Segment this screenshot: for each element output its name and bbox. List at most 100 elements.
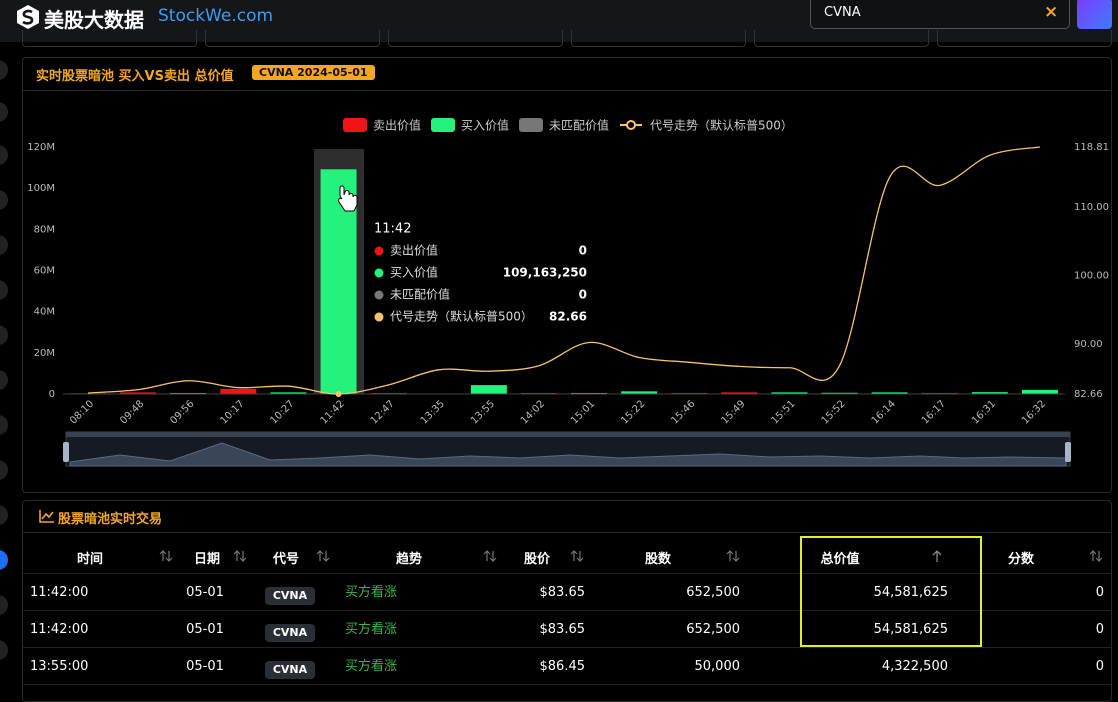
x-tick-label: 11:42 [319, 398, 347, 426]
search-box[interactable] [810, 0, 1070, 29]
x-tick-label: 09:56 [168, 398, 196, 426]
zoom-preview [69, 442, 1067, 467]
nav-icon[interactable] [0, 505, 8, 525]
sort-icon[interactable] [570, 549, 584, 563]
bar [771, 392, 808, 394]
x-tick-label: 16:32 [1020, 398, 1048, 426]
table-icon [39, 510, 54, 523]
divider [23, 532, 1111, 533]
column-header[interactable]: 股数 [644, 552, 671, 567]
sort-icon[interactable] [316, 549, 330, 563]
legend-swatch [431, 118, 455, 132]
ticker-badge[interactable]: CVNA [264, 587, 316, 605]
search-text[interactable]: CVNA [824, 5, 861, 20]
x-tick-label: 10:27 [269, 398, 297, 426]
x-tick-label: 09:48 [118, 398, 146, 426]
tooltip-value: 82.66 [549, 310, 587, 324]
nav-icon[interactable] [0, 280, 8, 300]
cursor [337, 185, 358, 212]
x-tick-label: 16:31 [970, 398, 998, 426]
trend-point [335, 391, 342, 397]
column-header[interactable]: 股价 [523, 552, 550, 567]
nav-icon[interactable] [0, 415, 8, 435]
nav-icon[interactable] [0, 102, 8, 122]
tooltip-value: 0 [579, 244, 587, 258]
stock-card[interactable] [754, 30, 929, 47]
legend-swatch [626, 120, 636, 130]
x-tick-label: 14:02 [519, 398, 547, 426]
bar [520, 392, 557, 394]
x-tick-label: 13:35 [419, 398, 447, 426]
sort-icon[interactable] [1089, 549, 1103, 563]
ticker-badge[interactable]: CVNA [264, 661, 316, 679]
y2-tick-label: 118.81 [1074, 142, 1109, 153]
app-logo[interactable] [1077, 0, 1112, 29]
bar [1021, 389, 1058, 394]
table-cell: 11:42:00 [30, 585, 89, 600]
x-tick-label: 15:51 [770, 398, 798, 426]
tooltip-dot [374, 268, 384, 278]
nav-icon[interactable] [0, 460, 8, 480]
nav-icon[interactable] [0, 190, 8, 210]
x-tick-label: 15:52 [820, 398, 848, 426]
bar [721, 392, 758, 394]
table-title: 股票暗池实时交易 [58, 512, 163, 527]
x-tick-label: 10:17 [218, 398, 246, 426]
zoom-slider-bar[interactable] [66, 432, 1070, 437]
zoom-handle[interactable] [63, 442, 69, 462]
column-header[interactable]: 总价值 [820, 552, 860, 567]
sort-icon[interactable] [483, 549, 497, 563]
nav-icon[interactable] [0, 145, 8, 165]
nav-icon[interactable] [0, 640, 8, 660]
ticker-cell: CVNA [190, 584, 390, 605]
stock-card[interactable] [571, 30, 746, 47]
tooltip-name: 代号走势（默认标普500） [390, 309, 533, 324]
column-header[interactable]: 日期 [193, 552, 220, 567]
stock-card[interactable] [22, 30, 197, 47]
nav-icon[interactable] [0, 550, 8, 570]
bar [370, 392, 407, 394]
x-tick-label: 15:01 [569, 398, 597, 426]
x-tick-label: 12:47 [369, 398, 397, 426]
sort-icon[interactable] [233, 549, 247, 563]
column-header[interactable]: 分数 [1007, 552, 1034, 567]
bar [170, 392, 207, 394]
tooltip-name: 买入价值 [390, 265, 438, 280]
nav-icon[interactable] [0, 325, 8, 345]
zoom-handle[interactable] [1065, 442, 1071, 462]
legend-swatch [519, 118, 543, 132]
nav-icon[interactable] [0, 595, 8, 615]
search-clear[interactable]: × [1044, 2, 1059, 22]
sort-icon[interactable] [930, 549, 944, 563]
sort-icon[interactable] [726, 549, 740, 563]
x-tick-label: 16:14 [870, 398, 898, 426]
table-cell: 4,322,500 [881, 659, 948, 674]
column-header[interactable]: 代号 [272, 552, 299, 567]
stock-card[interactable] [205, 30, 380, 47]
site-name[interactable]: StockWe.com [158, 6, 274, 26]
column-header[interactable]: 趋势 [395, 552, 422, 567]
y-tick-label: 60M [34, 266, 55, 277]
tooltip-value: 0 [579, 288, 587, 302]
nav-icon[interactable] [0, 235, 8, 255]
y-tick-label: 0 [49, 389, 55, 400]
column-header[interactable]: 时间 [76, 552, 103, 567]
ticker-badge[interactable]: CVNA [264, 624, 316, 642]
bar [120, 392, 157, 394]
x-tick-label: 13:55 [469, 398, 497, 426]
tooltip-dot [374, 290, 384, 300]
bar [921, 392, 958, 394]
tooltip-dot [374, 312, 384, 322]
ticker-cell: CVNA [190, 621, 390, 642]
tooltip-name: 未匹配价值 [390, 287, 450, 302]
table-cell: 11:42:00 [30, 622, 89, 637]
table-cell: $83.65 [539, 622, 586, 637]
nav-icon[interactable] [0, 60, 8, 80]
y-tick-label: 40M [34, 307, 55, 318]
stock-card[interactable] [388, 30, 563, 47]
stock-card[interactable] [937, 30, 1112, 47]
logo-icon [17, 5, 39, 29]
bar [220, 388, 257, 394]
nav-icon[interactable] [0, 370, 8, 390]
sort-icon[interactable] [159, 549, 173, 563]
